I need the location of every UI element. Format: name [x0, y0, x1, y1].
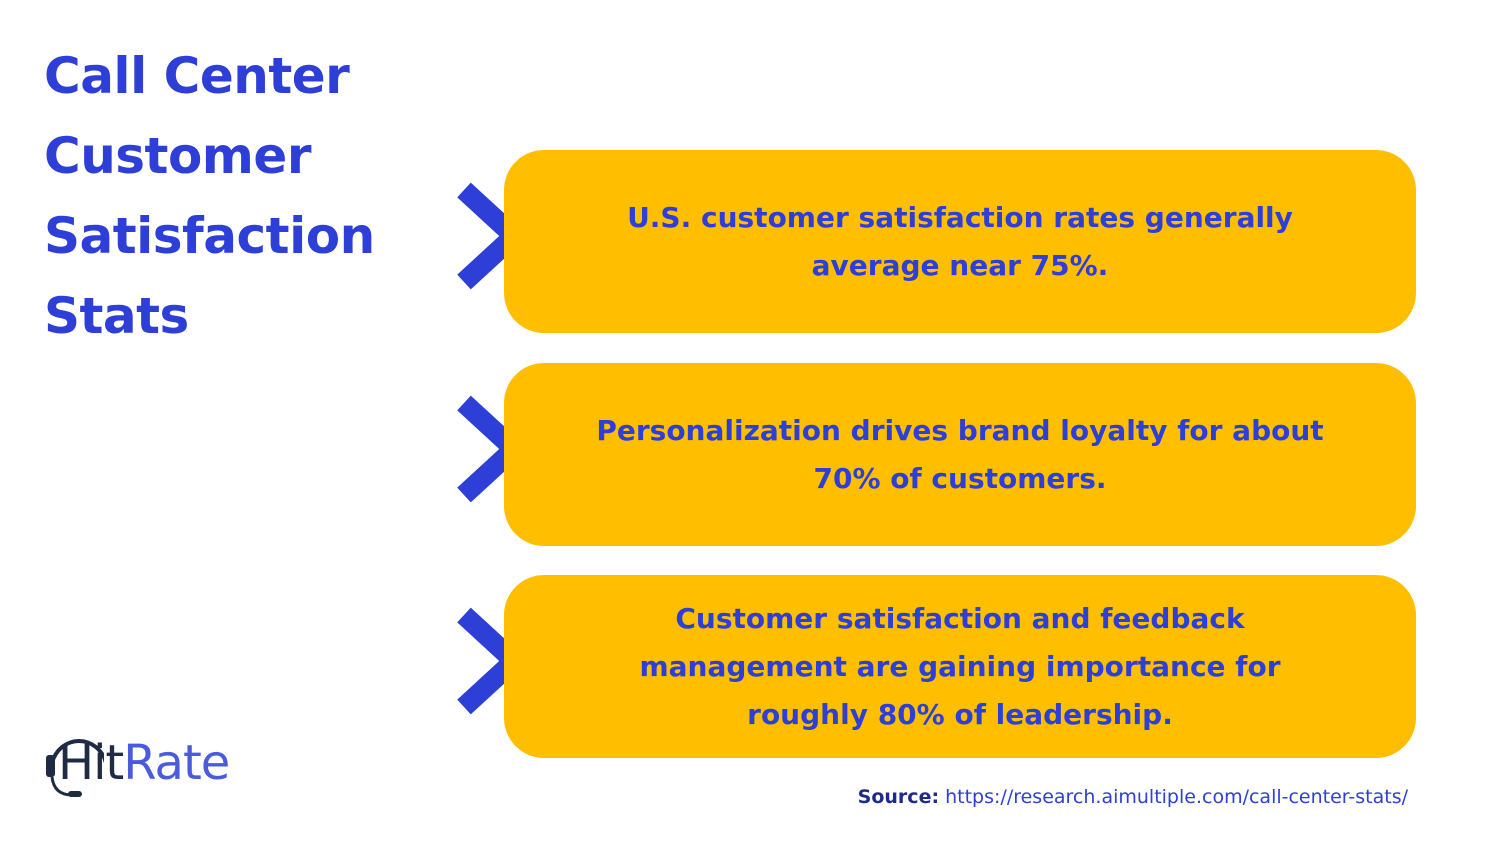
stat-text: U.S. customer satisfaction rates general… [627, 194, 1293, 290]
stat-text-line: 70% of customers. [813, 461, 1107, 495]
stat-text-line: Customer satisfaction and feedback [675, 601, 1245, 635]
title-line: Stats [44, 287, 189, 345]
stat-text: Customer satisfaction and feedback manag… [639, 595, 1280, 739]
stat-card: Personalization drives brand loyalty for… [504, 363, 1416, 546]
stat-row: Customer satisfaction and feedback manag… [456, 575, 1416, 758]
stat-text-line: U.S. customer satisfaction rates general… [627, 200, 1293, 234]
stat-row: U.S. customer satisfaction rates general… [456, 150, 1416, 333]
stat-text-line: average near 75%. [811, 248, 1109, 282]
logo-rate-text: Rate [123, 735, 230, 791]
stat-text-line: Personalization drives brand loyalty for… [596, 413, 1324, 447]
title-line: Customer [44, 127, 311, 185]
stat-card: Customer satisfaction and feedback manag… [504, 575, 1416, 758]
title-line: Call Center [44, 47, 350, 105]
stat-text-line: roughly 80% of leadership. [747, 697, 1173, 731]
logo-hit-text: Hit [58, 735, 124, 791]
stat-row: Personalization drives brand loyalty for… [456, 363, 1416, 546]
hitrate-logo: HitRate [44, 715, 274, 805]
headset-icon [46, 738, 104, 797]
logo-wordmark: HitRate [58, 733, 230, 793]
stat-text-line: management are gaining importance for [639, 649, 1281, 683]
page-title: Call Center Customer Satisfaction Stats [44, 36, 444, 356]
source-url[interactable]: https://research.aimultiple.com/call-cen… [945, 786, 1408, 808]
stat-text: Personalization drives brand loyalty for… [596, 407, 1323, 503]
source-label: Source: [857, 786, 940, 808]
title-line: Satisfaction [44, 207, 375, 265]
stat-card: U.S. customer satisfaction rates general… [504, 150, 1416, 333]
source-citation: Source: https://research.aimultiple.com/… [858, 786, 1408, 808]
